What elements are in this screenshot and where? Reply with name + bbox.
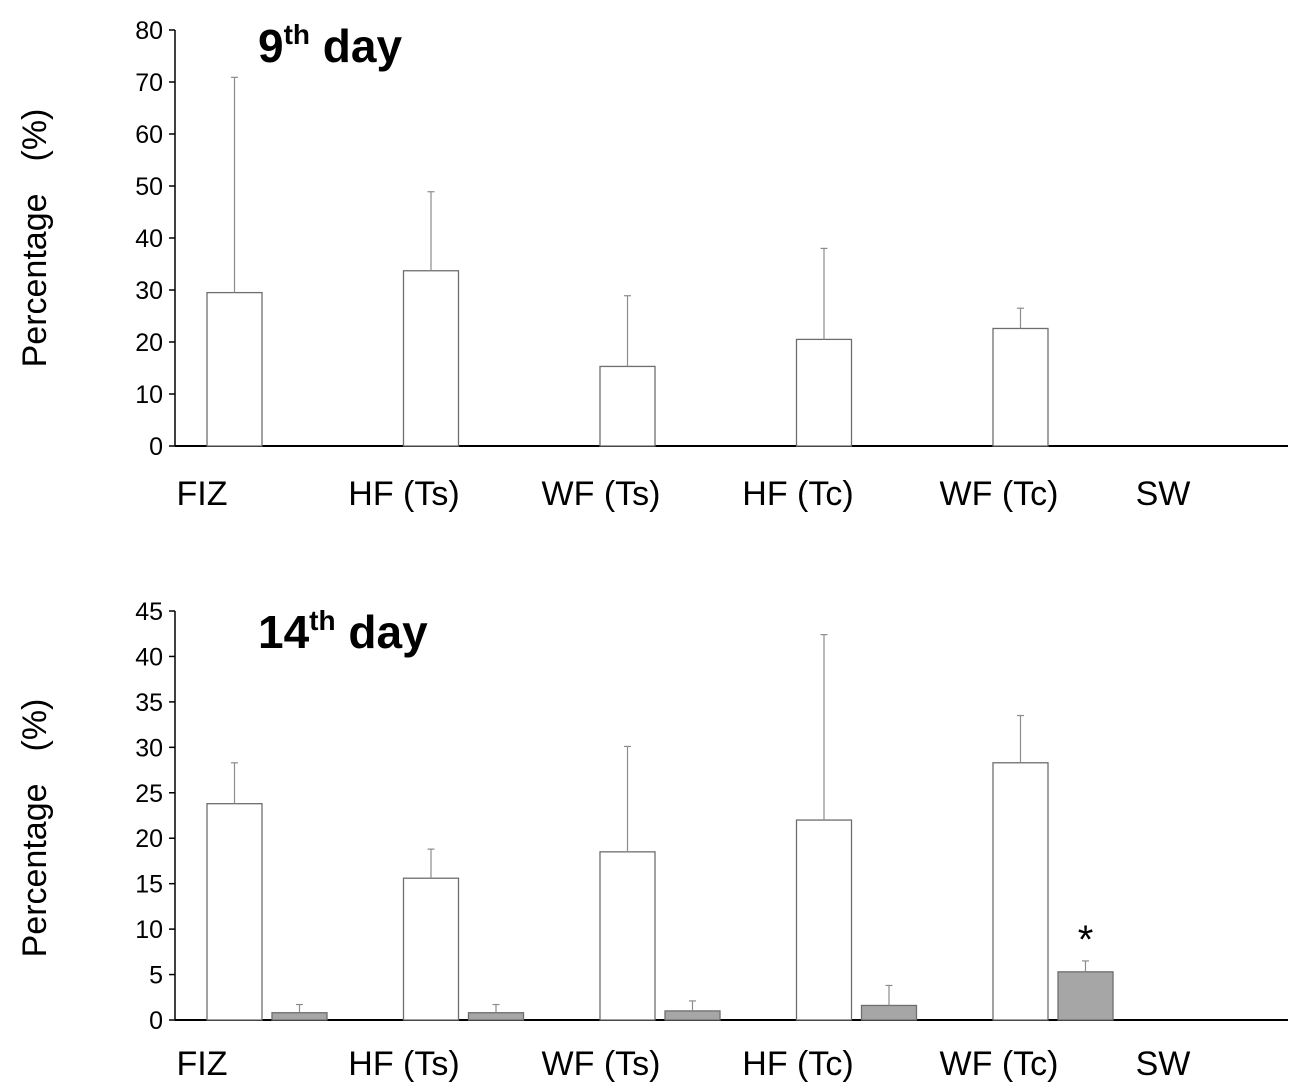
category-label: WF (Ts) [542,1045,661,1083]
y-axis-label-text: Percentage [16,193,54,367]
category-label: SW [1136,475,1191,513]
y-tick-label: 80 [135,17,163,45]
y-tick-label: 25 [135,780,163,808]
y-tick-label: 40 [135,643,163,671]
category-label: FIZ [177,1045,228,1083]
y-tick-label: 50 [135,173,163,201]
y-axis-label: Percentage (%) [16,699,54,958]
panel-title-rest: day [310,20,402,72]
category-label: HF (Ts) [348,475,459,513]
significance-marker: * [1078,918,1094,962]
panel-title: 14th day [258,605,428,658]
bar-open [992,327,1049,447]
chart-panel-1: 0 10 20 30 40 50 60 70 80 Percentage (%) 9th day FIZ… [16,17,1288,513]
bar-open [599,365,656,447]
bar-open [206,291,263,447]
bar-gray [860,1004,918,1021]
bar-open [402,270,460,447]
category-label: HF (Tc) [742,1045,853,1083]
bar-open [795,338,853,447]
panel-title-main: 14 [258,606,310,658]
y-tick-label: 5 [149,962,163,990]
category-label: WF (Tc) [940,1045,1059,1083]
category-label: HF (Ts) [348,1045,459,1083]
panel-title: 9th day [258,19,402,72]
category-label: HF (Tc) [742,475,853,513]
category-label: SW [1136,1045,1191,1083]
bar-gray [271,1012,328,1021]
y-tick-label: 20 [135,329,163,357]
chart-panel-2: 0 5 10 15 20 25 30 35 40 45 Percentage (%) 14th day F… [16,598,1288,1083]
category-label: WF (Ts) [542,475,661,513]
y-tick-label: 70 [135,69,163,97]
bar-open [992,762,1049,1021]
bar-open [599,851,656,1021]
panel-title-main: 9 [258,20,284,72]
y-axis-unit: (%) [16,109,54,162]
y-tick-label: 40 [135,225,163,253]
y-tick-label: 0 [149,1007,163,1035]
panel-title-sup: th [309,605,335,636]
category-label: WF (Tc) [940,475,1059,513]
y-tick-label: 30 [135,734,163,762]
y-tick-label: 35 [135,689,163,717]
bar-gray [1057,971,1114,1021]
bar-gray [664,1010,721,1021]
bar-gray [467,1012,525,1021]
y-tick-label: 0 [149,433,163,461]
panel-title-rest: day [336,606,428,658]
y-tick-label: 15 [135,871,163,899]
panel-title-sup: th [284,19,310,50]
y-tick-label: 10 [135,381,163,409]
category-label: FIZ [177,475,228,513]
bar-open [402,877,460,1021]
y-axis-unit: (%) [16,699,54,752]
y-tick-label: 10 [135,916,163,944]
y-tick-label: 30 [135,277,163,305]
y-axis-label-text: Percentage [16,783,54,957]
y-tick-label: 60 [135,121,163,149]
bar-open [795,819,853,1021]
bar-open [206,803,263,1021]
y-tick-label: 45 [135,598,163,626]
y-tick-label: 20 [135,825,163,853]
y-axis-label: Percentage (%) [16,109,54,368]
